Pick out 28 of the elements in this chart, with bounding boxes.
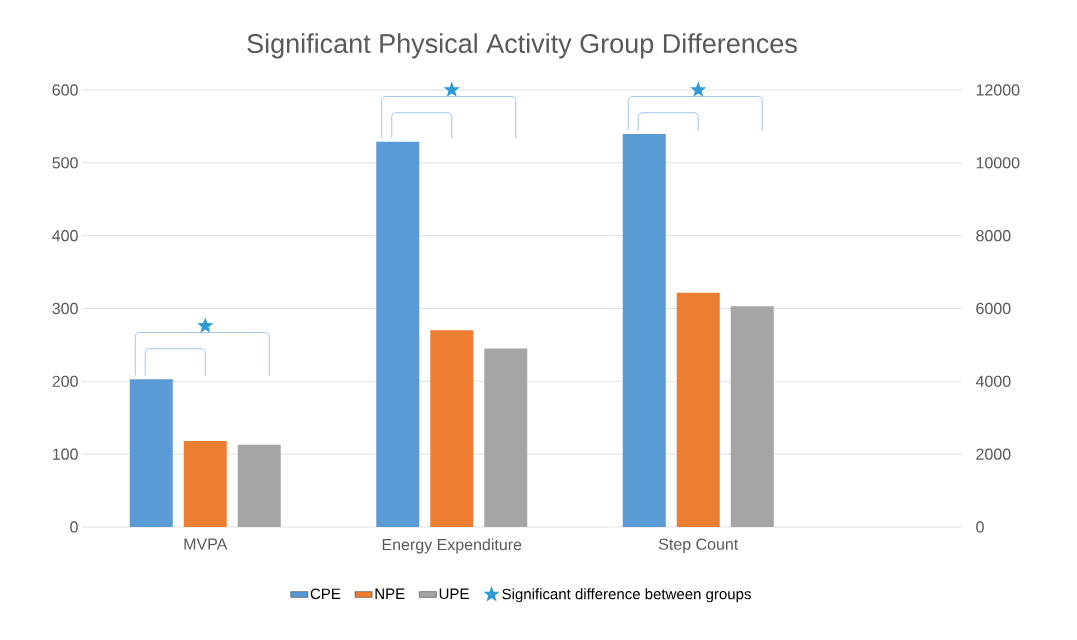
y2-tick-label: 10000 bbox=[976, 157, 1020, 169]
bar bbox=[376, 141, 420, 527]
x-tick-label: Step Count bbox=[658, 538, 739, 554]
y-tick-label: 400 bbox=[52, 230, 78, 242]
bar bbox=[430, 330, 474, 527]
y-tick-label: 100 bbox=[53, 448, 78, 460]
y2-tick-label: 4000 bbox=[975, 375, 1011, 387]
y2-tick-label: 8000 bbox=[976, 230, 1011, 242]
legend-label: UPE bbox=[439, 588, 469, 600]
y-tick-label: 300 bbox=[52, 302, 78, 315]
y2-tick-label: 12000 bbox=[976, 84, 1020, 96]
x-tick-label: MVPA bbox=[184, 538, 228, 550]
y-tick-label: 200 bbox=[52, 375, 78, 387]
legend-label: CPE bbox=[310, 588, 341, 600]
chart-title: Significant Physical Activity Group Differences bbox=[247, 33, 797, 59]
y2-tick-label: 0 bbox=[976, 521, 984, 533]
y-tick-label: 500 bbox=[52, 157, 78, 169]
bar bbox=[129, 379, 173, 527]
y-tick-label: 600 bbox=[52, 84, 78, 96]
y-tick-label: 0 bbox=[70, 521, 78, 533]
y2-tick-label: 2000 bbox=[976, 448, 1011, 460]
legend-label: Significant difference between groups bbox=[502, 588, 751, 603]
bar bbox=[484, 348, 528, 527]
legend-label: NPE bbox=[375, 588, 405, 599]
y2-tick-label: 6000 bbox=[976, 302, 1011, 315]
bar bbox=[183, 441, 227, 527]
bar bbox=[237, 444, 281, 527]
x-tick-label: Energy Expenditure bbox=[382, 538, 522, 554]
